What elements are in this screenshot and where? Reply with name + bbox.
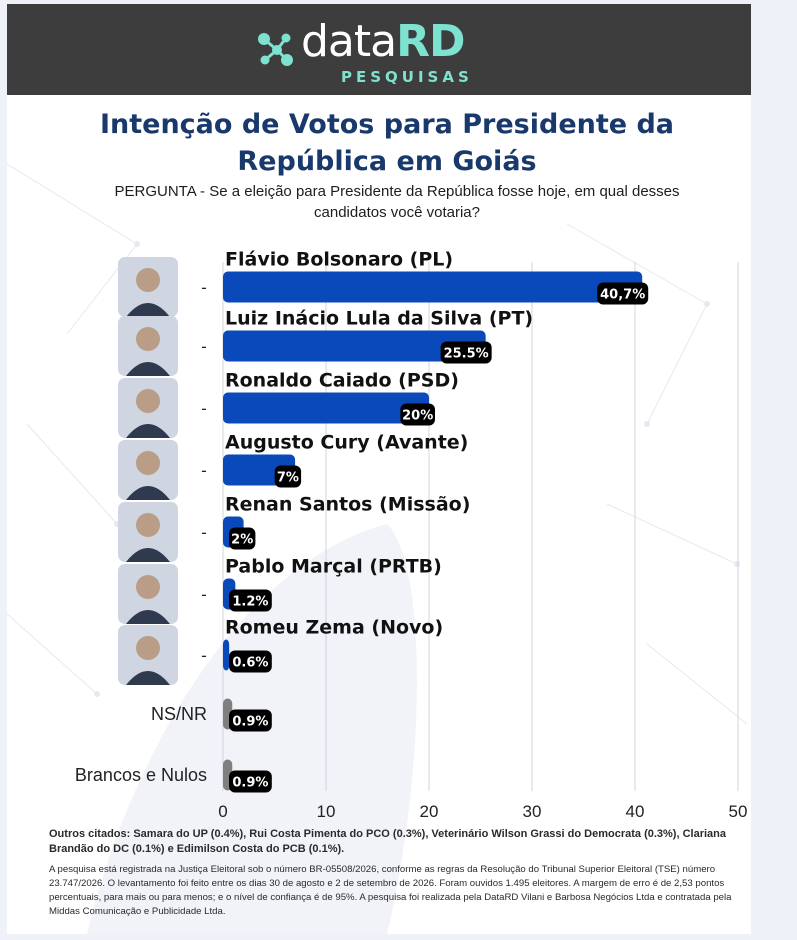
molecule-dots-icon <box>258 33 293 66</box>
x-tick-label-1: 10 <box>317 802 336 821</box>
category-mark-2: - <box>201 399 207 418</box>
candidate-photo-body-5 <box>126 610 170 624</box>
data-label-7: 0.9% <box>232 715 268 730</box>
data-label-1: 25.5% <box>444 347 489 362</box>
candidate-photo-face-4 <box>136 513 160 537</box>
category-label-7: NS/NR <box>151 704 207 724</box>
x-tick-label-4: 40 <box>626 802 645 821</box>
x-tick-label-2: 20 <box>420 802 439 821</box>
candidate-photo-body-3 <box>126 486 170 500</box>
other-candidates-note: Outros citados: Samara do UP (0.4%), Rui… <box>49 828 726 855</box>
header-banner: dataRD PESQUISAS <box>7 4 751 95</box>
category-mark-4: - <box>201 523 207 542</box>
data-label-bg-1 <box>440 341 492 364</box>
category-mark-3: - <box>201 461 207 480</box>
category-mark-1: - <box>201 337 207 356</box>
data-label-bg-6 <box>229 650 272 673</box>
candidate-photo-body-0 <box>126 303 170 317</box>
data-label-2: 20% <box>402 409 433 424</box>
data-label-bg-4 <box>229 527 256 550</box>
category-label-1: Luiz Inácio Lula da Silva (PT) <box>225 308 533 330</box>
category-label-2: Ronaldo Caiado (PSD) <box>225 370 459 392</box>
bar-6 <box>223 639 230 671</box>
candidate-photo-body-1 <box>126 362 170 376</box>
footnotes: Outros citados: Samara do UP (0.4%), Rui… <box>49 827 739 919</box>
data-label-bg-0 <box>597 282 649 305</box>
category-label-3: Augusto Cury (Avante) <box>225 432 468 454</box>
category-mark-6: - <box>201 646 207 665</box>
category-label-4: Renan Santos (Missão) <box>225 494 470 516</box>
brand-logo: dataRD <box>301 16 466 67</box>
x-tick-label-3: 30 <box>523 802 542 821</box>
bar-2 <box>223 392 429 424</box>
brand-name-part1: data <box>301 16 397 67</box>
candidate-photo-body-6 <box>126 671 170 685</box>
data-label-4: 2% <box>231 533 253 548</box>
poll-card: dataRD PESQUISAS Intenção de Votos para … <box>7 4 751 934</box>
data-label-5: 1.2% <box>232 595 268 610</box>
category-mark-5: - <box>201 585 207 604</box>
category-mark-0: - <box>201 278 207 297</box>
poll-question: PERGUNTA - Se a eleição para Presidente … <box>114 183 680 221</box>
candidate-photo-face-5 <box>136 575 160 599</box>
methodology-note: A pesquisa está registrada na Justiça El… <box>49 864 732 917</box>
category-label-0: Flávio Bolsonaro (PL) <box>225 249 453 271</box>
data-label-bg-3 <box>274 465 302 488</box>
x-tick-label-5: 50 <box>729 802 748 821</box>
data-label-0: 40,7% <box>600 288 645 303</box>
candidate-photo-face-3 <box>136 451 160 475</box>
data-label-6: 0.6% <box>232 656 268 671</box>
brand-name-part2: RD <box>396 16 465 67</box>
x-tick-label-0: 0 <box>218 802 227 821</box>
data-label-8: 0.9% <box>232 776 268 791</box>
category-label-6: Romeu Zema (Novo) <box>225 617 443 639</box>
category-label-8: Brancos e Nulos <box>75 765 207 785</box>
data-label-bg-7 <box>229 709 272 732</box>
brand-subtitle: PESQUISAS <box>341 68 473 86</box>
data-label-bg-8 <box>229 770 272 793</box>
data-label-3: 7% <box>277 471 299 486</box>
candidate-photo-face-0 <box>136 268 160 292</box>
candidate-photo-body-2 <box>126 424 170 438</box>
chart-title: Intenção de Votos para Presidente da Rep… <box>99 109 675 177</box>
candidate-photo-face-2 <box>136 389 160 413</box>
data-label-bg-5 <box>229 589 272 612</box>
data-label-bg-2 <box>400 403 435 426</box>
category-label-5: Pablo Marçal (PRTB) <box>225 556 442 578</box>
candidate-photo-body-4 <box>126 548 170 562</box>
bar-1 <box>223 330 486 362</box>
bar-0 <box>223 271 643 303</box>
candidate-photo-face-1 <box>136 327 160 351</box>
candidate-photo-face-6 <box>136 636 160 660</box>
